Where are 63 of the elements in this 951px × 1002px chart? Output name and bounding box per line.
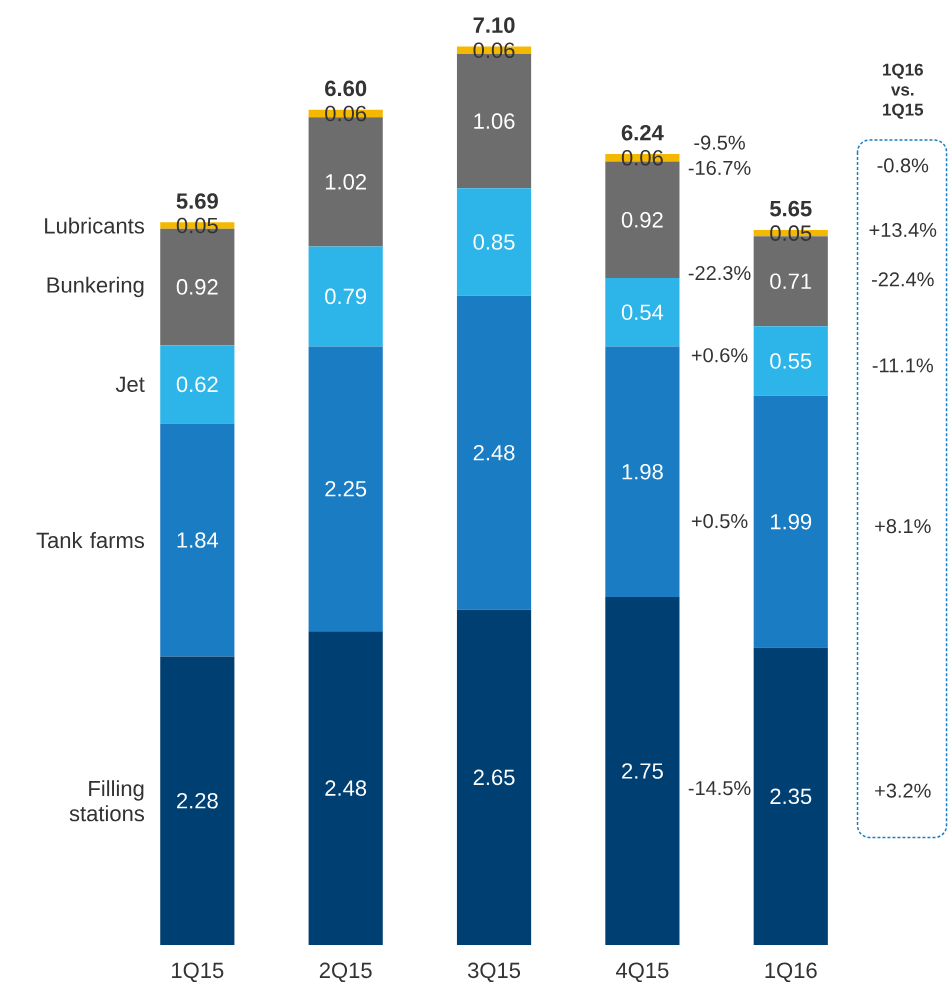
text: 1Q16 vs. 1Q15 <box>883 63 924 119</box>
series-label: Tank farms <box>36 531 145 549</box>
text: +3.2% <box>875 783 931 798</box>
data-label: 2.48 <box>325 780 367 796</box>
data-label: 1.06 <box>474 113 515 129</box>
data-label: 0.62 <box>176 376 218 393</box>
total-label: 7.10 <box>473 17 515 33</box>
annotation: -22.3% <box>688 265 751 281</box>
bar <box>308 246 383 347</box>
bar <box>605 346 680 597</box>
x-tick-label: 2Q15 <box>319 962 372 983</box>
annotation: +0.5% <box>691 513 748 529</box>
total-label: 6.24 <box>621 124 664 141</box>
series-label: Lubricants <box>45 217 145 234</box>
data-label: 0.54 <box>621 304 664 321</box>
bar <box>308 631 383 946</box>
bar <box>753 326 828 396</box>
bar <box>605 278 680 347</box>
bar <box>160 656 235 946</box>
data-label: 1.99 <box>771 513 812 530</box>
bar <box>753 395 828 648</box>
annotation: -14.5% <box>688 781 751 796</box>
data-label: 0.85 <box>473 234 515 250</box>
data-label: 1.02 <box>325 174 366 190</box>
data-label: 0.92 <box>176 279 218 295</box>
x-tick-label: 1Q16 <box>765 962 817 983</box>
data-label: 0.71 <box>770 273 812 290</box>
text: -22.4% <box>871 272 934 287</box>
annotation: +0.6% <box>691 348 748 363</box>
annotation: -16.7% <box>688 160 751 176</box>
data-label: 2.65 <box>473 769 515 786</box>
data-label: 2.35 <box>770 788 812 805</box>
data-label: 1.84 <box>177 532 219 548</box>
data-label: 2.25 <box>325 480 367 497</box>
data-label: 0.92 <box>621 212 663 228</box>
series-label: Filling stations <box>69 780 145 822</box>
text: -0.8% <box>877 158 929 173</box>
data-label: 2.75 <box>622 763 663 779</box>
bar <box>308 346 383 632</box>
text: -11.1% <box>872 358 933 373</box>
total-label: 6.60 <box>325 80 367 97</box>
bar <box>160 423 235 657</box>
bar <box>456 609 532 946</box>
text: +13.4% <box>869 222 937 238</box>
bar <box>605 597 680 946</box>
data-label: 0.55 <box>770 353 812 369</box>
total-label: 5.69 <box>176 193 218 209</box>
data-label: 2.28 <box>177 792 218 809</box>
x-tick-label: 4Q15 <box>615 962 669 983</box>
series-label: Jet <box>115 376 145 393</box>
bar <box>160 345 235 424</box>
series-label: Bunkering <box>47 276 144 298</box>
data-label: 1.98 <box>622 463 663 480</box>
bar <box>456 295 532 610</box>
x-tick-label: 1Q15 <box>172 962 224 983</box>
annotation: -9.5% <box>694 135 745 150</box>
data-label: 0.79 <box>325 288 367 305</box>
bar <box>456 188 532 296</box>
text: +8.1% <box>875 519 931 534</box>
bar <box>753 647 828 946</box>
x-tick-label: 3Q15 <box>467 962 521 983</box>
total-label: 5.65 <box>770 200 812 217</box>
data-label: 2.48 <box>473 444 515 461</box>
